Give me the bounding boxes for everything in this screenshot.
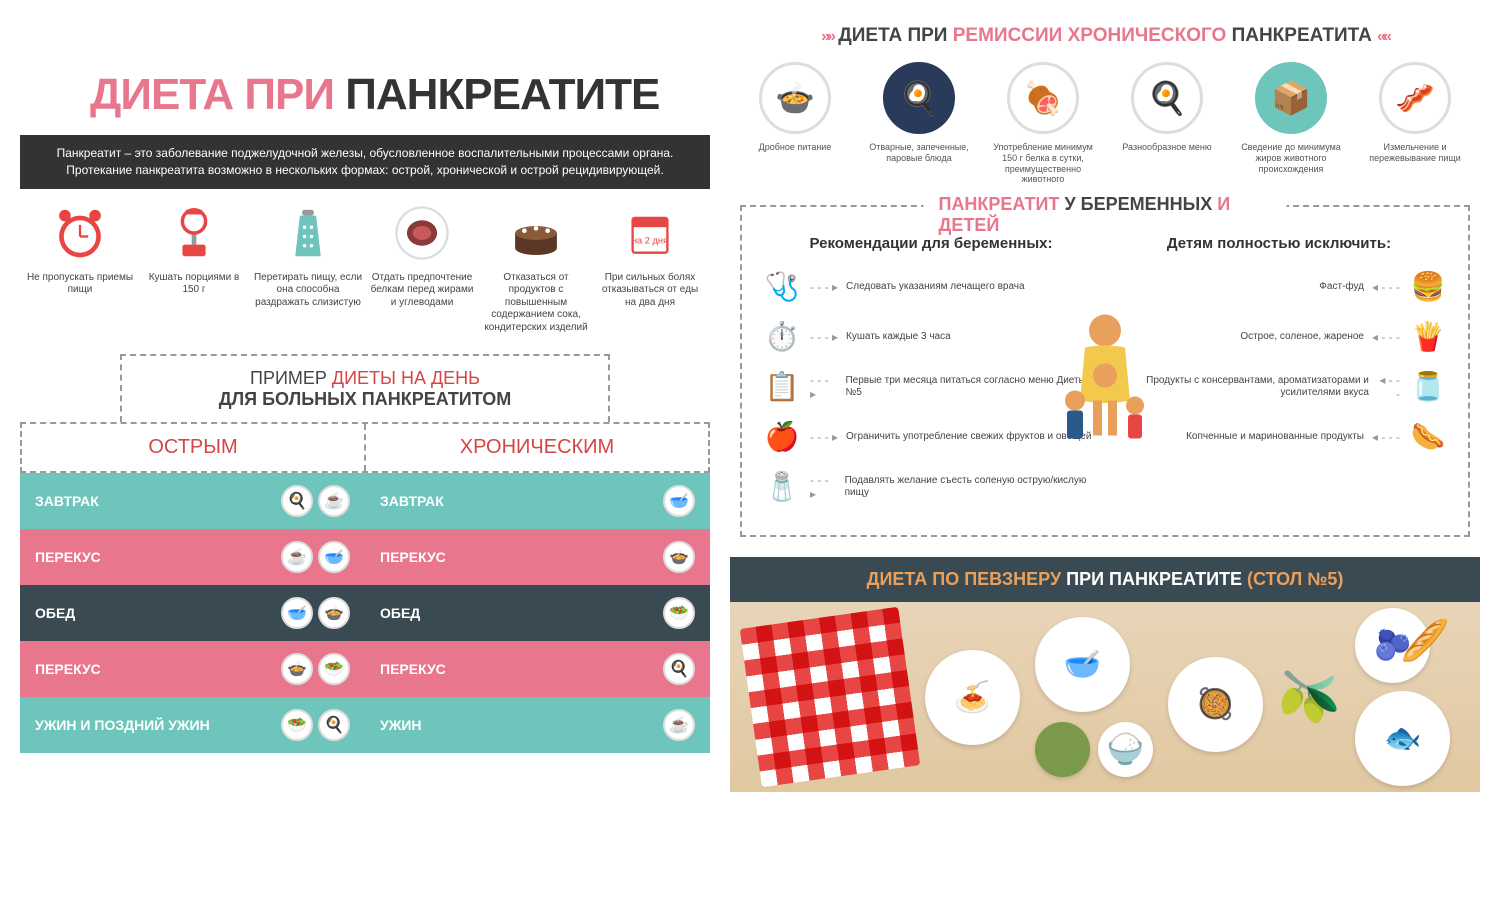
diet-table: ОСТРЫМ ХРОНИЧЕСКИМ ЗАВТРАК🍳☕ ЗАВТРАК🥣 ПЕ… [20,422,710,753]
subtitle: Панкреатит – это заболевание поджелудочн… [20,135,710,189]
grater-icon [279,204,337,262]
food-icon: ☕ [318,485,350,517]
food-icon: 🍳 [318,709,350,741]
clock-icon [51,204,109,262]
preg-icon: ⏱️ [762,317,802,357]
remission-item: 🥓Измельчение и пережевывание пищи [1360,62,1470,185]
food-icon: 🍲 [318,597,350,629]
title-dark: ПАНКРЕАТИТЕ [345,70,659,119]
preg-icon: 🍎 [762,417,802,457]
pevzner-table: 🍝 🥣 🍚 🥘 🫒 🫐 🐟 🥖 [730,602,1480,792]
cake-icon [507,204,565,262]
pregnancy-section: ПАНКРЕАТИТ У БЕРЕМЕННЫХ И ДЕТЕЙ Рекоменд… [740,205,1470,537]
remission-icon: 📦 [1255,62,1327,134]
tip-item: Кушать порциями в 150 г [139,204,249,335]
main-title: ДИЕТА ПРИ ПАНКРЕАТИТЕ [90,70,710,120]
tip-item: на 2 дняПри сильных болях отказываться о… [595,204,705,335]
col-acute: ОСТРЫМ [22,424,366,471]
tablecloth-icon [740,607,921,788]
preg-icon: 🌭 [1408,417,1448,457]
chevron-icon: «« [1377,28,1389,45]
meal-row: ПЕРЕКУС🍲🥗 ПЕРЕКУС🍳 [20,641,710,697]
preg-title: ПАНКРЕАТИТ У БЕРЕМЕННЫХ И ДЕТЕЙ [924,194,1287,236]
preg-icon: 🩺 [762,267,802,307]
remission-row: 🍲Дробное питание🍳Отварные, запеченные, п… [730,57,1480,205]
remission-item: 🍳Отварные, запеченные, паровые блюда [864,62,974,185]
remission-icon: 🍲 [759,62,831,134]
food-icon: 🥣 [663,485,695,517]
food-icon: 🍲 [281,653,313,685]
meal-row: УЖИН И ПОЗДНИЙ УЖИН🥗🍳 УЖИН☕ [20,697,710,753]
food-icon: 🍳 [663,653,695,685]
preg-left-item: 🧂- - - ▸Подавлять желание съесть соленую… [762,467,1100,507]
tip-item: Не пропускать приемы пищи [25,204,135,335]
food-icon: 🍲 [663,541,695,573]
food-icon: ☕ [281,541,313,573]
remission-item: 🍳Разнообразное меню [1112,62,1222,185]
tips-row: Не пропускать приемы пищиКушать порциями… [20,204,710,335]
preg-icon: 🍟 [1408,317,1448,357]
tip-item: Перетирать пищу, если она способна раздр… [253,204,363,335]
pevzner-title: ДИЕТА ПО ПЕВЗНЕРУ ПРИ ПАНКРЕАТИТЕ (СТОЛ … [730,557,1480,602]
preg-icon: 📋 [762,367,802,407]
tip-item: Отдать предпочтение белкам перед жирами … [367,204,477,335]
meal-row: ОБЕД🥣🍲 ОБЕД🥗 [20,585,710,641]
meat-icon [393,204,451,262]
plate-icon: 🍝 [925,650,1020,745]
preg-right-item: 🍔◂ - - -Фаст-фуд [1110,267,1448,307]
plate-icon: 🥘 [1168,657,1263,752]
remission-icon: 🍖 [1007,62,1079,134]
food-icon: ☕ [663,709,695,741]
preg-icon: 🍔 [1408,267,1448,307]
food-icon: 🍳 [281,485,313,517]
chevron-icon: »» [821,28,833,45]
remission-item: 📦Сведение до минимума жиров животного пр… [1236,62,1346,185]
tip-item: Отказаться от продуктов с повышенным сод… [481,204,591,335]
right-panel: »» ДИЕТА ПРИ РЕМИССИИ ХРОНИЧЕСКОГО ПАНКР… [720,0,1500,900]
plate-icon [1035,722,1090,777]
bottle-icon: 🫒 [1278,668,1340,727]
meal-row: ЗАВТРАК🍳☕ ЗАВТРАК🥣 [20,473,710,529]
preg-icon: 🫙 [1408,367,1448,407]
food-icon: 🥗 [663,597,695,629]
remission-item: 🍖Употребление минимум 150 г белка в сутк… [988,62,1098,185]
remission-icon: 🍳 [883,62,955,134]
remission-title: »» ДИЕТА ПРИ РЕМИССИИ ХРОНИЧЕСКОГО ПАНКР… [730,10,1480,57]
family-icon [1035,305,1175,470]
food-icon: 🥗 [281,709,313,741]
bread-icon: 🥖 [1400,617,1450,664]
scale-icon [165,204,223,262]
svg-text:на 2 дня: на 2 дня [632,235,668,245]
remission-icon: 🍳 [1131,62,1203,134]
calendar-icon: на 2 дня [621,204,679,262]
food-icon: 🥣 [281,597,313,629]
plate-icon: 🥣 [1035,617,1130,712]
meal-row: ПЕРЕКУС☕🥣 ПЕРЕКУС🍲 [20,529,710,585]
example-header: ПРИМЕР ДИЕТЫ НА ДЕНЬ ДЛЯ БОЛЬНЫХ ПАНКРЕА… [120,354,610,422]
title-pink: ДИЕТА ПРИ [90,70,334,119]
left-panel: ДИЕТА ПРИ ПАНКРЕАТИТЕ Панкреатит – это з… [0,0,720,900]
preg-icon: 🧂 [762,467,802,507]
remission-item: 🍲Дробное питание [740,62,850,185]
preg-left-item: 🩺- - - ▸Следовать указаниям лечащего вра… [762,267,1100,307]
plate-icon: 🍚 [1098,722,1153,777]
remission-icon: 🥓 [1379,62,1451,134]
plate-icon: 🐟 [1355,691,1450,786]
food-icon: 🥣 [318,541,350,573]
col-chronic: ХРОНИЧЕСКИМ [366,424,708,471]
food-icon: 🥗 [318,653,350,685]
